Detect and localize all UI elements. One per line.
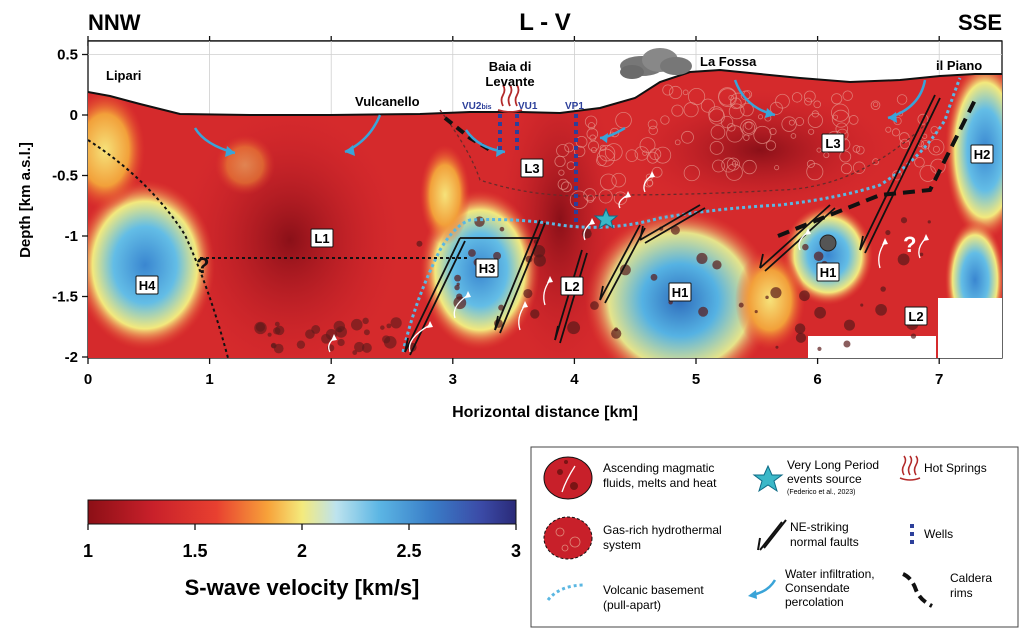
- legend-water-line1: Water infiltration,: [785, 567, 875, 581]
- legend-hot-springs-label: Hot Springs: [924, 461, 987, 475]
- y-tick-label: 0: [70, 107, 78, 124]
- x-tick-label: 5: [692, 371, 700, 388]
- anomaly-label-l2a: L2: [564, 279, 579, 294]
- colorbar-tick-label: 2.5: [396, 541, 421, 561]
- location-baia-line1: Baia di: [489, 59, 532, 74]
- anomaly-label-h2: H2: [974, 147, 991, 162]
- location-la-fossa: La Fossa: [700, 54, 757, 69]
- no-data-area: [808, 336, 936, 358]
- legend-gas-line1: Gas-rich hydrothermal: [603, 523, 722, 537]
- colorbar-tick-label: 2: [297, 541, 307, 561]
- legend-faults: [757, 519, 787, 551]
- legend-water-line2: Consendate: [785, 581, 850, 595]
- y-tick-label: 0.5: [57, 47, 78, 64]
- y-tick-label: -2: [65, 349, 78, 366]
- ascending-fluid-arrows: [328, 171, 929, 353]
- well-label-vu2: VU2bis: [462, 101, 492, 112]
- legend-basement-line2: (pull-apart): [603, 598, 661, 612]
- anomaly-label-l2b: L2: [908, 309, 923, 324]
- legend-basement-symbol: [546, 583, 586, 601]
- direction-right: SSE: [958, 10, 1002, 35]
- legend-water-line3: percolation: [785, 595, 844, 609]
- x-tick-label: 1: [205, 371, 213, 388]
- location-baia-line2: Levante: [485, 74, 534, 89]
- legend-faults-line2: normal faults: [790, 535, 859, 549]
- legend-caldera-line2: rims: [950, 586, 973, 600]
- legend-hot-springs: [899, 455, 921, 481]
- well-label-vp1: VP1: [565, 101, 584, 112]
- location-lipari: Lipari: [106, 68, 141, 83]
- no-data-area: [938, 298, 1002, 358]
- y-tick-label: -1.5: [52, 289, 78, 306]
- colorbar-tick-label: 1: [83, 541, 93, 561]
- well-label-vu1: VU1: [518, 101, 538, 112]
- y-axis-ticks: 0.5 0 -0.5 -1 -1.5 -2: [52, 47, 88, 366]
- plume-cloud-icon: [620, 48, 692, 79]
- x-tick-label: 6: [813, 371, 821, 388]
- profile-title: L - V: [519, 9, 571, 36]
- question-mark-nnw: ?: [196, 253, 209, 278]
- legend-ascending: Ascending magmatic fluids, melts and hea…: [543, 456, 717, 500]
- legend-ascending-line2: fluids, melts and heat: [603, 476, 717, 490]
- caldera-rim: [777, 99, 977, 238]
- colorbar-tick-label: 1.5: [182, 541, 207, 561]
- legend-vlp-line2: events source: [787, 472, 862, 486]
- boundary-dotted-line: [87, 139, 229, 359]
- normal-faults: [404, 94, 941, 356]
- legend-faults-line1: NE-striking: [790, 520, 849, 534]
- legend-basement-line1: Volcanic basement: [603, 583, 704, 597]
- x-tick-label: 7: [935, 371, 943, 388]
- legend-vlp-line1: Very Long Period: [787, 458, 879, 472]
- y-tick-label: -0.5: [52, 168, 78, 185]
- anomaly-label-h1a: H1: [672, 285, 689, 300]
- y-axis-label: Depth [km a.s.l.]: [17, 142, 34, 258]
- legend-gas-line2: system: [603, 538, 641, 552]
- legend-water-symbol: [748, 579, 777, 599]
- legend-caldera-line1: Caldera: [950, 571, 992, 585]
- legend-caldera-symbol: [902, 572, 933, 608]
- y-tick-label: -1: [65, 228, 78, 245]
- question-mark-sse: ?: [903, 232, 916, 257]
- x-axis-label: Horizontal distance [km]: [452, 404, 638, 421]
- colorbar-tick-label: 3: [511, 541, 521, 561]
- colorbar-title: S-wave velocity [km/s]: [185, 575, 420, 600]
- legend-gas: Gas-rich hydrothermal system: [543, 516, 722, 560]
- x-tick-label: 2: [327, 371, 335, 388]
- x-tick-label: 0: [84, 371, 92, 388]
- legend-vlp-ref: (Federico et al., 2023): [787, 489, 855, 496]
- volcanic-basement-line: [401, 77, 962, 353]
- anomaly-label-l3a: L3: [524, 161, 539, 176]
- legend-ascending-line1: Ascending magmatic: [603, 461, 714, 475]
- anomaly-label-h3: H3: [479, 261, 496, 276]
- infiltration-arrowheads: [225, 108, 897, 157]
- anomaly-labels: L1 L3 L3 H2 H3 L2 H1 H1 L2 H4: [135, 133, 994, 326]
- x-tick-label: 3: [449, 371, 457, 388]
- location-vulcanello: Vulcanello: [355, 94, 420, 109]
- colorbar-ticks: 1 1.5 2 2.5 3: [83, 524, 521, 561]
- anomaly-label-h4: H4: [139, 278, 156, 293]
- anomaly-label-l3b: L3: [825, 136, 840, 151]
- anomaly-label-l1: L1: [314, 231, 329, 246]
- location-il-piano: il Piano: [936, 58, 982, 73]
- direction-left: NNW: [88, 10, 141, 35]
- wells-markers: [498, 114, 578, 226]
- legend-wells-label: Wells: [924, 527, 953, 541]
- hot-spring-icon: [497, 84, 523, 113]
- legend-vlp: Very Long Period events source (Federico…: [752, 458, 879, 496]
- vlp-source-star: [593, 207, 619, 230]
- topography-line: [87, 68, 1002, 116]
- x-axis-ticks: 0 1 2 3 4 5 6 7: [84, 358, 943, 388]
- x-tick-label: 4: [570, 371, 579, 388]
- colorbar: [87, 499, 517, 525]
- anomaly-label-h1b: H1: [820, 265, 837, 280]
